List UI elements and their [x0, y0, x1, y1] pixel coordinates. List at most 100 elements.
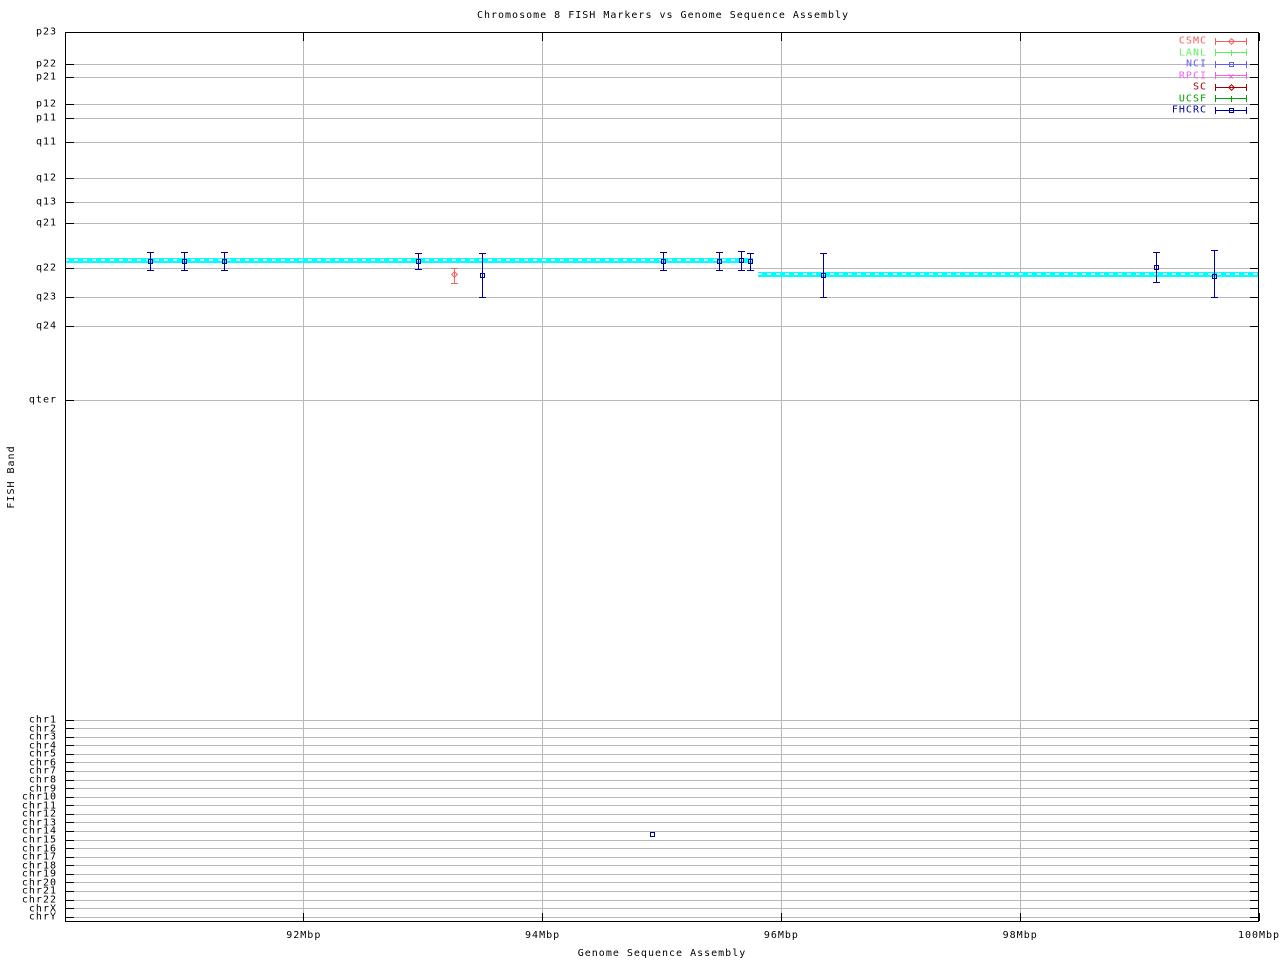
- x-gridline: [780, 32, 782, 922]
- y-gridline: [65, 822, 1259, 824]
- errorbar-line: [749, 253, 751, 270]
- errorbar-line: [662, 252, 664, 270]
- y-tick-left: [66, 890, 74, 892]
- y-tick-left: [66, 916, 74, 918]
- y-tick-right: [1250, 848, 1258, 850]
- y-tick-label: chr15: [21, 834, 57, 846]
- errorbar-cap-bottom: [715, 269, 723, 271]
- legend-sample-cap: [1215, 95, 1216, 102]
- y-tick-label: chr9: [28, 783, 57, 795]
- y-tick-label: chr22: [21, 894, 57, 906]
- y-tick-left: [66, 899, 74, 901]
- y-gridline: [65, 325, 1259, 327]
- x-tick-label: 92Mbp: [286, 930, 322, 941]
- y-gridline: [65, 399, 1259, 401]
- legend-sample-line: [1215, 40, 1247, 42]
- y-tick-label: q22: [35, 262, 57, 274]
- y-tick-label: chr5: [28, 748, 57, 760]
- legend-sample-cap: [1246, 83, 1247, 91]
- y-tick-left: [66, 856, 74, 858]
- legend-sample-line: [1215, 63, 1247, 65]
- errorbar-cap-bottom: [746, 269, 754, 271]
- y-tick-left: [66, 31, 74, 33]
- y-tick-left: [66, 779, 74, 781]
- y-tick-right: [1250, 728, 1258, 730]
- y-tick-label: chr11: [21, 800, 57, 812]
- y-gridline: [65, 813, 1259, 815]
- y-tick-left: [66, 399, 74, 401]
- y-tick-left: [66, 865, 74, 867]
- marker-square: [1228, 107, 1234, 113]
- y-tick-right: [1250, 916, 1258, 918]
- errorbar-cap-top: [1152, 251, 1160, 253]
- y-tick-right: [1250, 325, 1258, 327]
- y-tick-label: chrX: [28, 903, 57, 915]
- y-tick-right: [1250, 873, 1258, 875]
- legend-label-fhcrc: FHCRC: [1171, 104, 1207, 116]
- y-tick-right: [1250, 296, 1258, 298]
- legend-sample-cap: [1215, 37, 1216, 45]
- y-tick-right: [1250, 63, 1258, 65]
- y-tick-label: chr21: [21, 885, 57, 897]
- y-tick-label: chr3: [28, 731, 57, 743]
- y-gridline: [65, 745, 1259, 747]
- y-tick-left: [66, 770, 74, 772]
- errorbar-cap-top: [715, 251, 723, 253]
- errorbar-line: [1155, 252, 1157, 282]
- chart-title: Chromosome 8 FISH Markers vs Genome Sequ…: [476, 10, 850, 21]
- y-tick-label: chr13: [21, 817, 57, 829]
- legend-sample-cap: [1246, 60, 1247, 68]
- y-tick-label: chr17: [21, 851, 57, 863]
- y-gridline: [65, 76, 1259, 78]
- y-tick-label: chrY: [28, 911, 57, 923]
- errorbar-line: [183, 252, 185, 270]
- y-gridline: [65, 296, 1259, 298]
- legend-sample-cap: [1215, 106, 1216, 114]
- y-tick-label: qter: [28, 394, 57, 406]
- marker-square: [747, 258, 753, 264]
- legend-sample-cap: [1246, 49, 1247, 56]
- y-gridline: [65, 201, 1259, 203]
- y-gridline: [65, 762, 1259, 764]
- y-tick-label: q13: [35, 196, 57, 208]
- y-gridline: [65, 908, 1259, 910]
- y-tick-right: [1250, 813, 1258, 815]
- plot-border: [65, 32, 1259, 922]
- y-tick-right: [1250, 908, 1258, 910]
- q22-highlight-band: [757, 272, 1259, 277]
- errorbar-line: [417, 253, 419, 269]
- band-dash-pattern: [757, 273, 1259, 275]
- y-tick-right: [1250, 736, 1258, 738]
- y-tick-left: [66, 882, 74, 884]
- y-gridline: [65, 796, 1259, 798]
- y-gridline: [65, 848, 1259, 850]
- y-tick-left: [66, 788, 74, 790]
- legend-label-ucsf: UCSF: [1178, 93, 1207, 104]
- y-tick-left: [66, 76, 74, 78]
- y-gridline: [65, 865, 1259, 867]
- y-tick-label: p22: [35, 58, 57, 70]
- x-tick-top: [1258, 33, 1260, 41]
- x-tick-bottom: [1019, 913, 1021, 921]
- y-tick-left: [66, 719, 74, 721]
- y-tick-right: [1250, 745, 1258, 747]
- y-tick-right: [1250, 719, 1258, 721]
- y-tick-label: chr12: [21, 808, 57, 820]
- y-tick-right: [1250, 117, 1258, 119]
- y-tick-label: chr6: [28, 757, 57, 769]
- y-tick-label: chr19: [21, 868, 57, 880]
- errorbar-line: [224, 252, 226, 270]
- y-tick-right: [1250, 399, 1258, 401]
- legend-sample-cap: [1246, 95, 1247, 102]
- marker-square: [415, 258, 421, 264]
- y-gridline: [65, 882, 1259, 884]
- x-tick-top: [780, 33, 782, 41]
- marker-square: [148, 258, 154, 264]
- y-gridline: [65, 141, 1259, 143]
- marker-square: [716, 258, 722, 264]
- errorbar-line: [453, 268, 455, 283]
- y-gridline: [65, 916, 1259, 918]
- y-gridline: [65, 839, 1259, 841]
- y-gridline: [65, 728, 1259, 730]
